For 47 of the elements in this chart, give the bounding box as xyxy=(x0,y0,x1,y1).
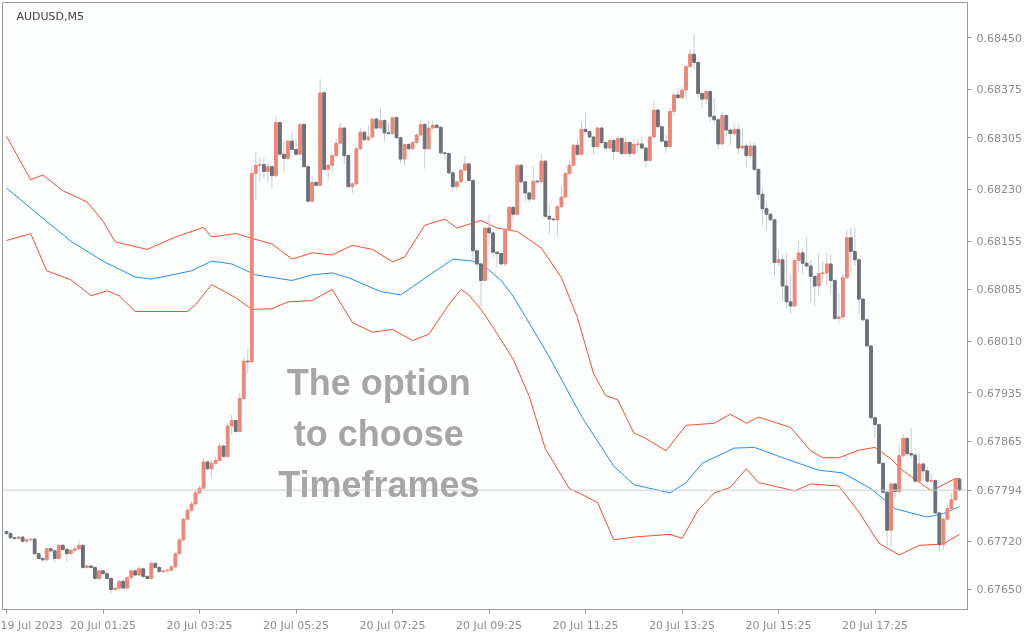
candlestick xyxy=(257,156,262,184)
x-tick-label: 20 Jul 15:25 xyxy=(745,618,812,632)
candlestick xyxy=(76,540,81,551)
text: AUDUSD,M5 xyxy=(16,10,85,23)
y-tick-label: 0.68010 xyxy=(976,335,1022,349)
candlestick xyxy=(820,260,825,284)
candlestick xyxy=(426,119,431,151)
x-tick-label: 20 Jul 17:25 xyxy=(842,618,909,632)
candlestick xyxy=(724,113,729,137)
candlestick xyxy=(676,87,680,100)
y-tick-label: 0.68450 xyxy=(976,31,1022,45)
candlestick xyxy=(808,259,813,304)
candlestick xyxy=(539,153,544,184)
y-tick-label: 0.68305 xyxy=(976,131,1022,145)
candlestick xyxy=(788,273,793,315)
candlestick xyxy=(402,142,407,166)
annotation: The option to choose Timeframes xyxy=(278,361,480,506)
candlestick xyxy=(290,130,294,152)
y-tick-label: 0.68085 xyxy=(976,283,1022,297)
x-tick-label: 20 Jul 03:25 xyxy=(166,618,233,632)
x-tick-label: 20 Jul 11:25 xyxy=(552,618,619,632)
candlestick xyxy=(261,156,266,179)
candlestick xyxy=(816,252,821,297)
candlestick xyxy=(265,162,270,184)
x-tick-label: 19 Jul 2023 xyxy=(0,618,63,632)
x-tick-label: 20 Jul 09:25 xyxy=(456,618,523,632)
candlestick xyxy=(245,348,250,375)
candlestick xyxy=(583,111,588,134)
candlestick xyxy=(848,226,853,274)
y-tick-label: 0.68155 xyxy=(976,235,1022,249)
candlestick xyxy=(81,543,85,570)
candlestick xyxy=(824,252,829,286)
x-tick-label: 20 Jul 05:25 xyxy=(263,618,330,632)
x-tick-label: 20 Jul 07:25 xyxy=(359,618,426,632)
y-tick-label: 0.67720 xyxy=(976,535,1022,549)
line-series xyxy=(6,233,960,556)
y-tick-label: 0.67935 xyxy=(976,386,1022,400)
y-tick-label: 0.67865 xyxy=(976,435,1022,449)
x-tick-label: 20 Jul 13:25 xyxy=(649,618,716,632)
y-tick-label: 0.67650 xyxy=(976,583,1022,597)
candlestick xyxy=(269,164,274,189)
ref-line-label: 0.67794 xyxy=(976,484,1022,498)
y-tick-label: 0.68230 xyxy=(976,183,1022,197)
candlestick xyxy=(217,442,222,463)
line-series xyxy=(6,187,960,518)
x-tick-label: 20 Jul 01:25 xyxy=(70,618,137,632)
y-tick-label: 0.68375 xyxy=(976,83,1022,97)
